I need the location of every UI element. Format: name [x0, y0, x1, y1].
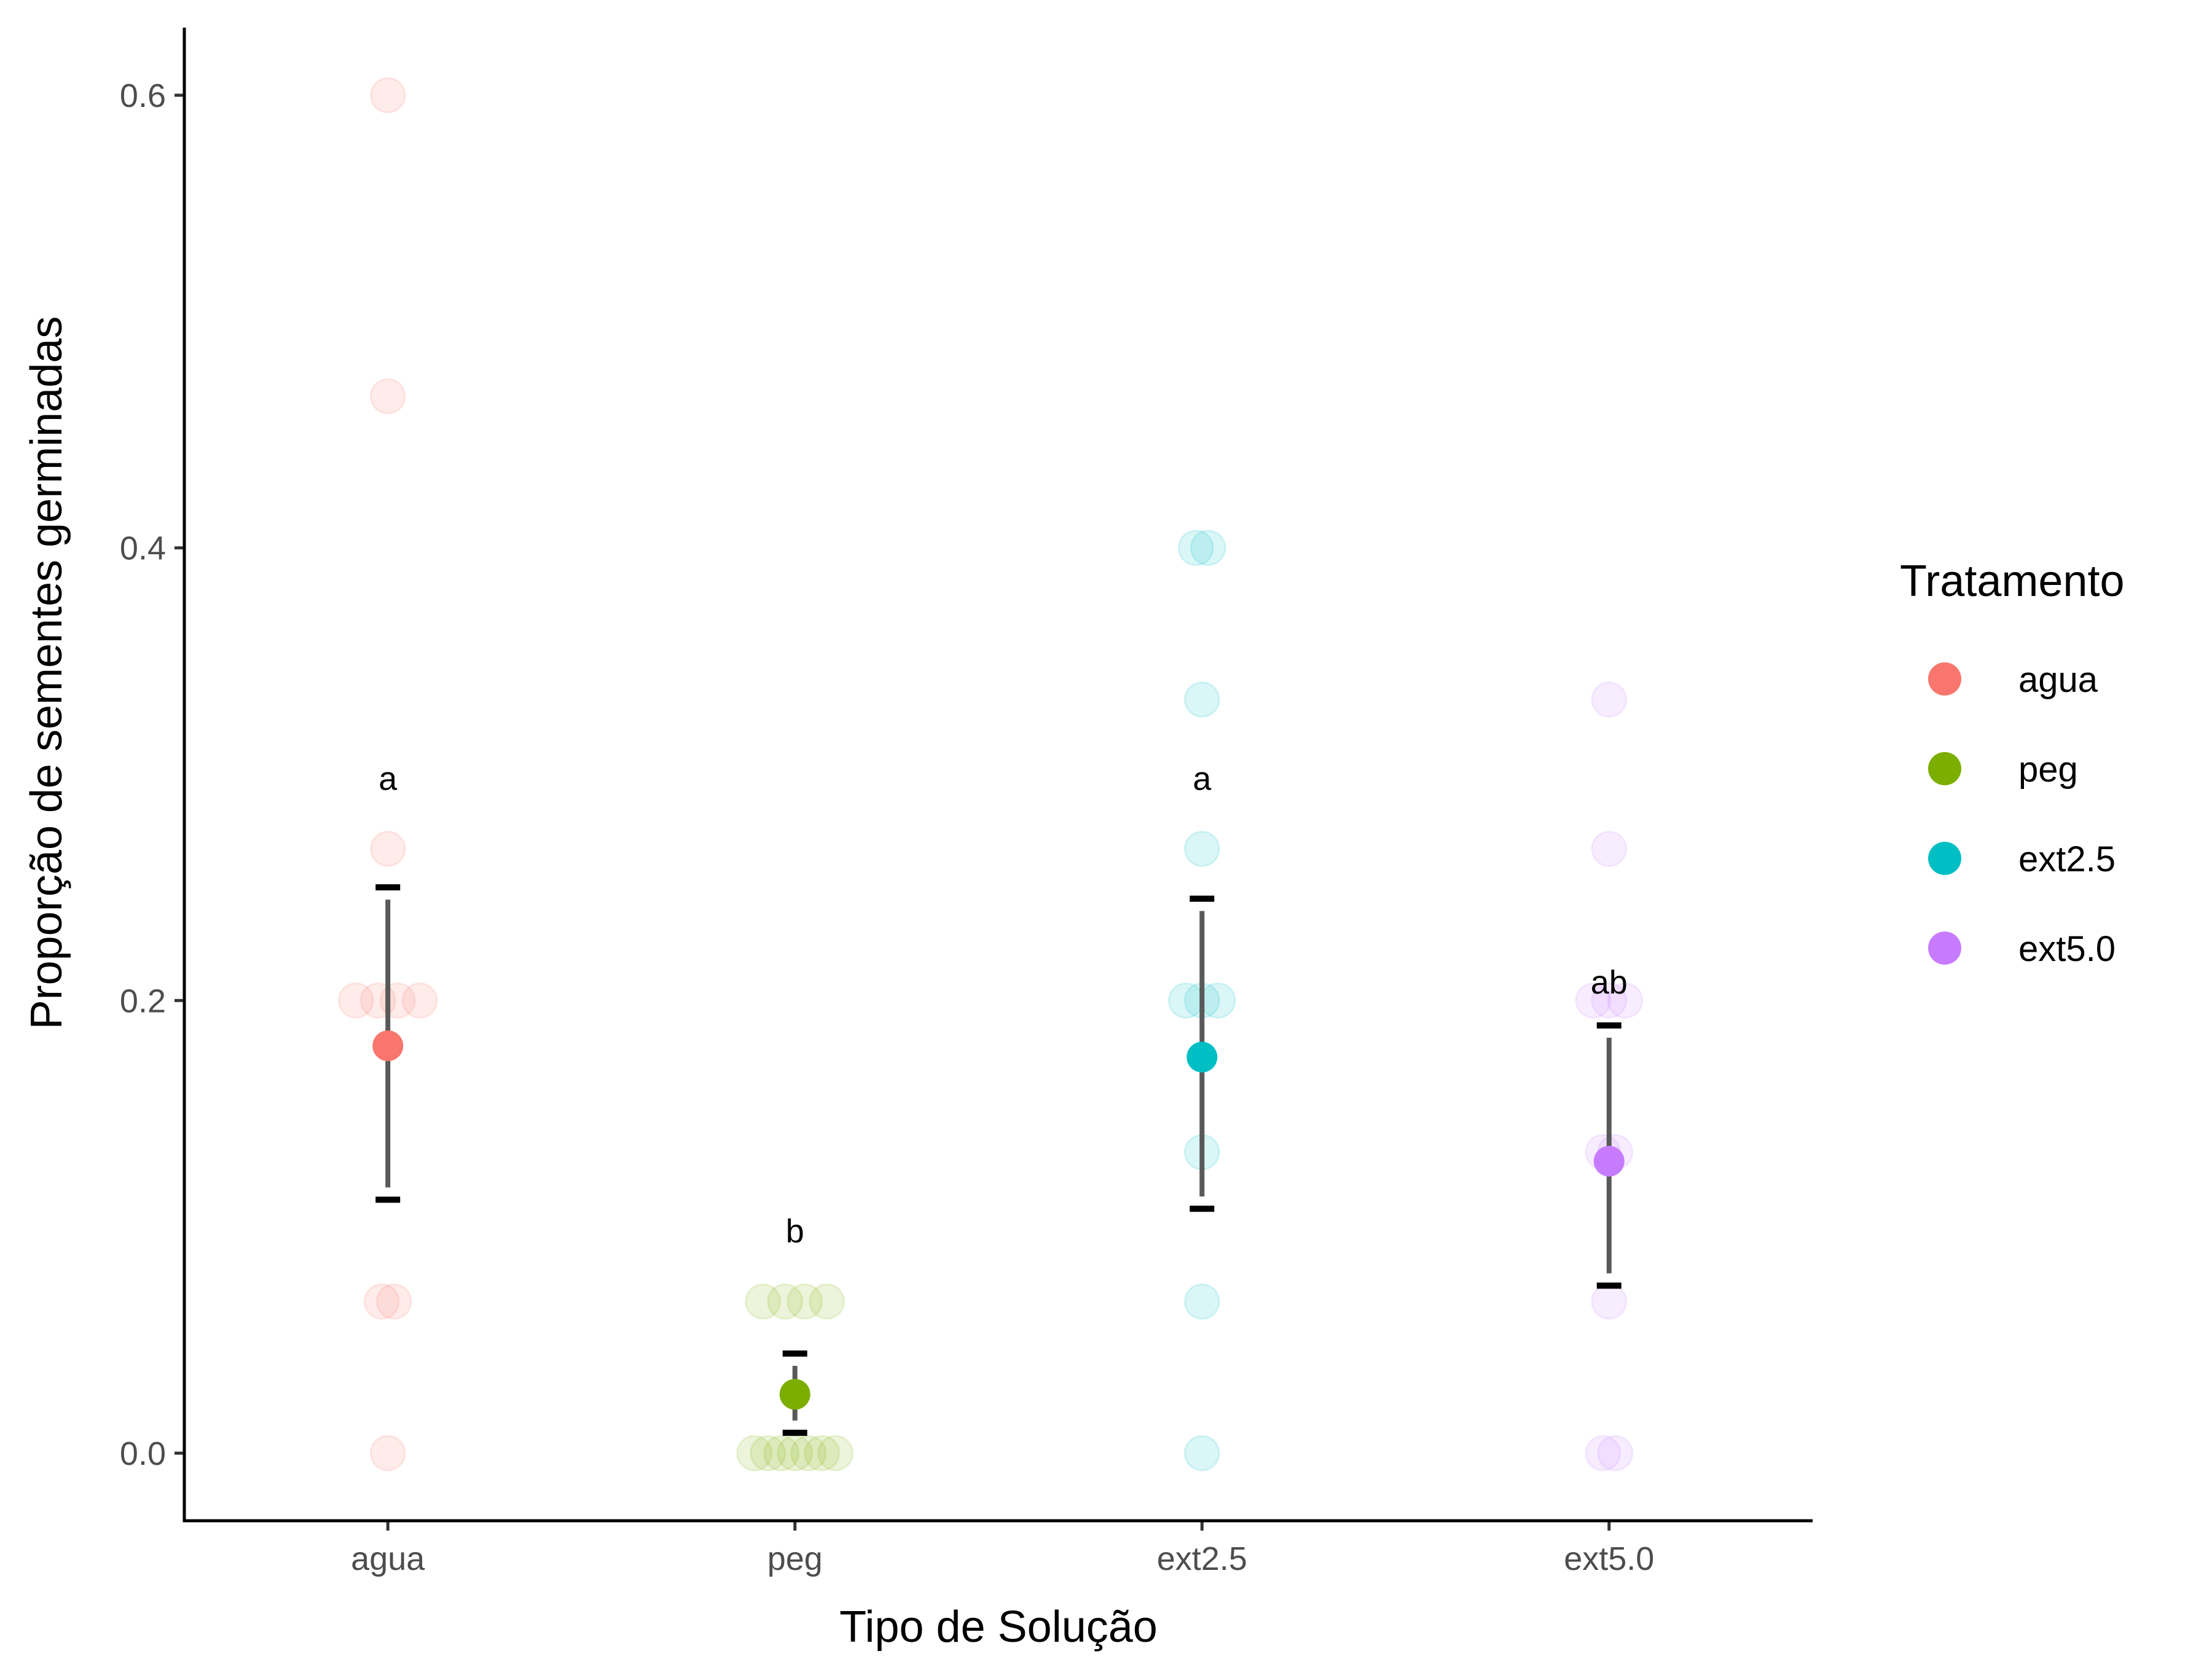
raw-point — [337, 982, 374, 1019]
significance-letter: a — [1193, 760, 1212, 797]
raw-point — [745, 1283, 782, 1320]
raw-point — [369, 77, 406, 114]
raw-point — [1190, 530, 1226, 567]
raw-point — [817, 1435, 854, 1472]
raw-point — [767, 1283, 804, 1320]
legend: Tratamento agua peg ext2.5 ext5.0 — [1900, 557, 2124, 969]
raw-point — [369, 831, 406, 868]
raw-point — [401, 982, 438, 1019]
raw-point — [363, 1283, 400, 1320]
legend-label: agua — [2018, 660, 2098, 700]
y-tick-label: 0.2 — [120, 982, 166, 1019]
legend-label: ext2.5 — [2018, 839, 2116, 879]
mean-point — [779, 1379, 810, 1410]
significance-letter: b — [786, 1213, 804, 1250]
y-tick-label: 0.4 — [120, 530, 166, 567]
raw-point — [777, 1435, 814, 1472]
raw-point — [369, 378, 406, 415]
raw-point — [750, 1435, 786, 1472]
x-axis-title: Tipo de Solução — [839, 1602, 1158, 1652]
raw-point — [809, 1283, 845, 1320]
y-tick-label: 0.0 — [120, 1435, 166, 1472]
mean-point — [1186, 1041, 1218, 1073]
y-axis-title: Proporção de sementes germinadas — [22, 316, 71, 1030]
error-bars-layer — [375, 884, 1622, 1436]
x-tick-label: ext5.0 — [1564, 1540, 1654, 1577]
raw-point — [1183, 831, 1220, 868]
mean-points-layer — [372, 1030, 1625, 1410]
raw-point — [1575, 982, 1612, 1019]
legend-key — [1928, 662, 1961, 696]
raw-point — [1597, 1435, 1634, 1472]
mean-point — [1593, 1145, 1625, 1177]
raw-point — [1591, 1283, 1628, 1320]
raw-point — [1607, 982, 1644, 1019]
axes-layer: agua peg ext2.5 ext5.0 0.0 0.2 0.4 0.6 — [120, 28, 1813, 1577]
raw-point — [1591, 982, 1628, 1019]
raw-point — [369, 1435, 406, 1472]
x-tick-label: agua — [351, 1540, 425, 1577]
x-tick-label: ext2.5 — [1157, 1540, 1247, 1577]
legend-label: ext5.0 — [2018, 929, 2116, 969]
raw-point — [1177, 530, 1214, 567]
raw-point — [1199, 982, 1236, 1019]
raw-point — [763, 1435, 800, 1472]
legend-key — [1928, 931, 1961, 965]
raw-point — [1585, 1435, 1622, 1472]
raw-points-layer — [337, 77, 1644, 1472]
legend-key — [1928, 842, 1961, 875]
raw-point — [736, 1435, 773, 1472]
raw-point — [786, 1283, 823, 1320]
raw-point — [1591, 831, 1628, 868]
raw-point — [375, 1283, 412, 1320]
significance-letter: a — [378, 760, 398, 797]
significance-letter: ab — [1591, 964, 1628, 1001]
raw-point — [1183, 1435, 1220, 1472]
legend-key — [1928, 752, 1961, 785]
raw-point — [1183, 681, 1220, 718]
mean-point — [372, 1030, 404, 1061]
y-tick-label: 0.6 — [120, 77, 166, 114]
raw-point — [804, 1435, 841, 1472]
legend-title: Tratamento — [1900, 557, 2124, 606]
raw-point — [1591, 681, 1628, 718]
raw-point — [790, 1435, 827, 1472]
raw-point — [1183, 1283, 1220, 1320]
legend-label: peg — [2018, 750, 2078, 790]
x-tick-label: peg — [767, 1540, 823, 1577]
